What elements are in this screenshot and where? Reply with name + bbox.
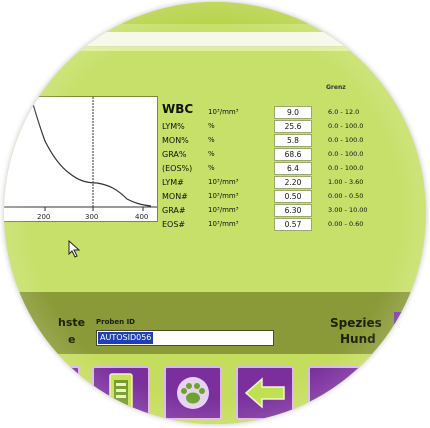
param-unit: 10³/mm³ — [208, 192, 239, 200]
species-button[interactable] — [164, 366, 222, 420]
tick-label-400: 400 — [135, 213, 148, 221]
param-name: MON# — [162, 191, 188, 201]
param-range: 0.0 - 100.0 — [328, 150, 364, 158]
param-unit: 10³/mm³ — [208, 178, 239, 186]
species-label: Spezies — [330, 316, 382, 330]
param-value: 6.4 — [274, 161, 312, 175]
left-label-line1: hste — [58, 316, 86, 329]
histogram-svg: 200 300 400 — [4, 97, 157, 221]
magnified-screen: 200 300 400 Grenz WBC 10³/mm³ 9.0 6.0 - … — [4, 2, 426, 424]
sample-id-input[interactable]: AUTOSID056 — [96, 330, 274, 346]
param-name: GRA# — [162, 205, 186, 215]
tick-label-300: 300 — [85, 213, 98, 221]
histogram-curve — [30, 97, 152, 207]
param-range: 0.00 - 0.60 — [328, 220, 364, 228]
param-name: EOS# — [162, 219, 186, 229]
param-unit: 10³/mm³ — [208, 220, 239, 228]
param-unit: % — [208, 164, 215, 172]
param-range: 0.0 - 100.0 — [328, 164, 364, 172]
param-value: 68.6 — [274, 147, 312, 161]
purple-button-icon — [24, 368, 78, 418]
param-range: 0.00 - 0.50 — [328, 192, 364, 200]
param-value: 0.50 — [274, 189, 312, 203]
param-unit: % — [208, 150, 215, 158]
param-range: 3.00 - 10.00 — [328, 206, 368, 214]
param-value: 6.30 — [274, 203, 312, 217]
param-name: LYM% — [162, 121, 185, 131]
param-range: 1.00 - 3.60 — [328, 178, 364, 186]
species-value: Hund — [340, 332, 376, 346]
species-side-button[interactable] — [394, 312, 426, 354]
title-bar — [4, 2, 426, 24]
param-name: MON% — [162, 135, 189, 145]
header-white-bar — [4, 32, 426, 47]
param-name: LYM# — [162, 177, 184, 187]
range-header: Grenz — [326, 84, 346, 91]
param-range: 0.0 - 100.0 — [328, 122, 364, 130]
param-name: WBC — [162, 102, 194, 116]
param-range: 6.0 - 12.0 — [328, 108, 360, 116]
paw-icon — [177, 377, 209, 409]
tick-label-200: 200 — [37, 213, 50, 221]
param-value: 2.20 — [274, 175, 312, 189]
wbc-histogram: 200 300 400 — [4, 96, 158, 222]
param-unit: % — [208, 122, 215, 130]
sample-id-value: AUTOSID056 — [98, 332, 154, 344]
back-arrow-icon — [244, 377, 285, 409]
back-button[interactable] — [236, 366, 294, 420]
param-unit: % — [208, 136, 215, 144]
param-range: 0.0 - 100.0 — [328, 136, 364, 144]
mouse-pointer-icon — [68, 239, 82, 262]
left-label-line2: e — [68, 333, 76, 346]
header-sub-bar — [4, 47, 426, 51]
next-icon — [319, 394, 341, 404]
purple-button[interactable] — [22, 366, 80, 420]
param-unit: 10³/mm³ — [208, 108, 239, 116]
next-button[interactable] — [308, 366, 366, 420]
sample-tube-icon — [109, 373, 133, 413]
param-value: 25.6 — [274, 119, 312, 133]
sample-button[interactable] — [92, 366, 150, 420]
param-value: 5.8 — [274, 133, 312, 147]
param-value: 9.0 — [274, 105, 312, 119]
param-name: GRA% — [162, 149, 187, 159]
param-unit: 10³/mm³ — [208, 206, 239, 214]
param-name: (EOS%) — [162, 163, 193, 173]
param-value: 0.57 — [274, 217, 312, 231]
sample-id-label: Proben ID — [96, 318, 135, 326]
